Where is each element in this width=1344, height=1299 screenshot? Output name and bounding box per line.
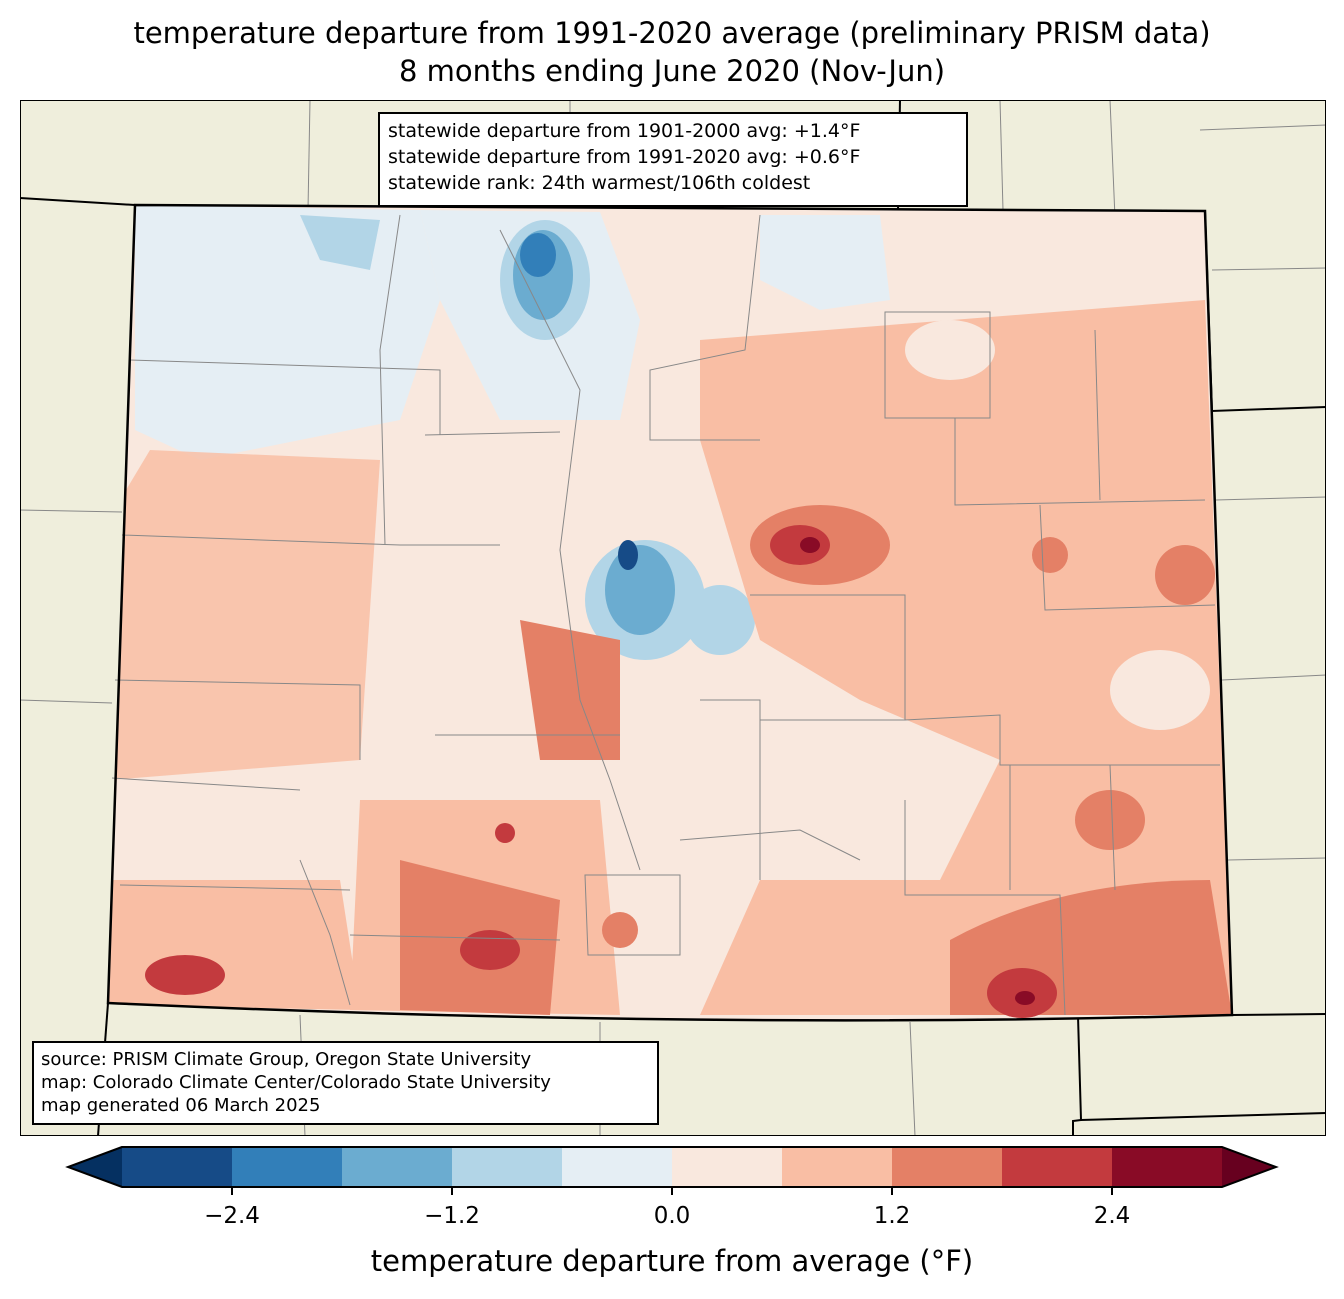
map-subtitle: 8 months ending June 2020 (Nov-Jun) xyxy=(398,54,946,88)
colorbar-bin xyxy=(232,1147,343,1187)
map-title: temperature departure from 1991-2020 ave… xyxy=(133,16,1211,50)
source-box: source: PRISM Climate Group, Oregon Stat… xyxy=(32,1041,659,1125)
colorbar-bin xyxy=(1112,1147,1223,1187)
colorbar-tick-label: −1.2 xyxy=(424,1203,480,1229)
statewide-stats-box: statewide departure from 1901-2000 avg: … xyxy=(378,112,968,207)
stats-departure-1991-2020: statewide departure from 1991-2020 avg: … xyxy=(388,146,861,168)
colorbar-tick-label: 2.4 xyxy=(1093,1203,1131,1229)
colorbar-label: temperature departure from average (°F) xyxy=(370,1244,974,1278)
colorbar-bin xyxy=(892,1147,1003,1187)
colorbar-tick-label: −2.4 xyxy=(204,1203,260,1229)
colorbar-tick-label: 1.2 xyxy=(873,1203,911,1229)
colorbar-bin xyxy=(782,1147,893,1187)
colorado-border xyxy=(106,203,1234,1022)
colorbar-bin xyxy=(342,1147,453,1187)
colorbar-outline xyxy=(65,1146,1279,1188)
colorbar-tick-label: 0.0 xyxy=(653,1203,691,1229)
colorbar-bin xyxy=(672,1147,783,1187)
source-map-credit: map: Colorado Climate Center/Colorado St… xyxy=(41,1072,551,1093)
colorbar-bin xyxy=(452,1147,563,1187)
colorbar-bin xyxy=(562,1147,673,1187)
colorbar xyxy=(65,1146,1279,1195)
county-lines xyxy=(111,214,1220,1016)
stats-departure-1901-2000: statewide departure from 1901-2000 avg: … xyxy=(388,120,861,142)
source-generated-date: map generated 06 March 2025 xyxy=(41,1095,321,1116)
colorbar-bin xyxy=(122,1147,233,1187)
colorbar-bin xyxy=(1002,1147,1113,1187)
source-prism: source: PRISM Climate Group, Oregon Stat… xyxy=(41,1049,532,1070)
colorbar-under-extension xyxy=(68,1147,122,1187)
colorado-temperature-map xyxy=(20,100,1326,1136)
stats-rank: statewide rank: 24th warmest/106th colde… xyxy=(388,172,811,194)
colorbar-over-extension xyxy=(1222,1147,1276,1187)
